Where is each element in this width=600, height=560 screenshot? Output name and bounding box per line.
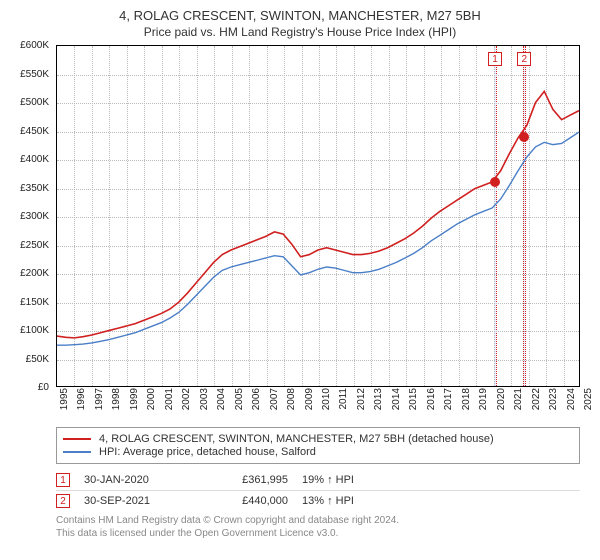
title-sub: Price paid vs. HM Land Registry's House … — [12, 25, 588, 39]
x-tick-label: 1996 — [76, 388, 87, 420]
x-tick-label: 2024 — [566, 388, 577, 420]
x-tick-label: 2022 — [531, 388, 542, 420]
x-tick-label: 2005 — [234, 388, 245, 420]
footnote: Contains HM Land Registry data © Crown c… — [56, 515, 580, 540]
y-tick-label: £250K — [5, 240, 49, 251]
y-tick-label: £50K — [5, 354, 49, 365]
legend-label: 4, ROLAG CRESCENT, SWINTON, MANCHESTER, … — [99, 433, 494, 445]
marker-label: 1 — [488, 52, 502, 66]
transaction-price: £440,000 — [208, 495, 288, 507]
y-tick-label: £600K — [5, 40, 49, 51]
y-tick-label: £100K — [5, 325, 49, 336]
footnote-line: This data is licensed under the Open Gov… — [56, 528, 580, 541]
x-tick-label: 2001 — [164, 388, 175, 420]
legend-item: 4, ROLAG CRESCENT, SWINTON, MANCHESTER, … — [63, 433, 573, 445]
x-tick-label: 2006 — [251, 388, 262, 420]
y-tick-label: £350K — [5, 183, 49, 194]
x-tick-label: 2018 — [461, 388, 472, 420]
x-tick-label: 2009 — [304, 388, 315, 420]
marker-label: 2 — [517, 52, 531, 66]
x-tick-label: 2008 — [286, 388, 297, 420]
marker-dot — [490, 177, 500, 187]
chart-lines-svg — [57, 46, 579, 386]
series-line-property — [57, 91, 579, 338]
y-tick-label: £0 — [5, 382, 49, 393]
x-tick-label: 1995 — [59, 388, 70, 420]
x-tick-label: 2013 — [373, 388, 384, 420]
transaction-date: 30-SEP-2021 — [84, 495, 194, 507]
x-tick-label: 2011 — [338, 388, 349, 420]
y-tick-label: £200K — [5, 268, 49, 279]
title-block: 4, ROLAG CRESCENT, SWINTON, MANCHESTER, … — [12, 8, 588, 39]
transaction-price: £361,995 — [208, 474, 288, 486]
legend-label: HPI: Average price, detached house, Salf… — [99, 446, 316, 458]
x-tick-label: 2010 — [321, 388, 332, 420]
y-tick-label: £150K — [5, 297, 49, 308]
x-tick-label: 2015 — [408, 388, 419, 420]
x-tick-label: 2002 — [181, 388, 192, 420]
legend-swatch — [63, 438, 91, 440]
legend-swatch — [63, 451, 91, 453]
transaction-badge: 2 — [56, 494, 70, 508]
x-tick-label: 2016 — [426, 388, 437, 420]
chart-plot-area: £0£50K£100K£150K£200K£250K£300K£350K£400… — [56, 45, 580, 387]
x-tick-label: 1998 — [111, 388, 122, 420]
y-tick-label: £300K — [5, 211, 49, 222]
footnote-line: Contains HM Land Registry data © Crown c… — [56, 515, 580, 528]
x-tick-label: 2000 — [146, 388, 157, 420]
series-line-hpi — [57, 132, 579, 345]
transaction-date: 30-JAN-2020 — [84, 474, 194, 486]
x-tick-label: 2007 — [269, 388, 280, 420]
x-tick-label: 2020 — [496, 388, 507, 420]
legend-box: 4, ROLAG CRESCENT, SWINTON, MANCHESTER, … — [56, 427, 580, 464]
legend-item: HPI: Average price, detached house, Salf… — [63, 446, 573, 458]
x-tick-label: 2025 — [583, 388, 594, 420]
x-tick-label: 2012 — [356, 388, 367, 420]
x-tick-label: 1999 — [129, 388, 140, 420]
y-axis-ticks: £0£50K£100K£150K£200K£250K£300K£350K£400… — [9, 40, 53, 394]
transaction-badge: 1 — [56, 473, 70, 487]
transaction-rows: 1 30-JAN-2020 £361,995 19% ↑ HPI 2 30-SEP-202… — [56, 470, 580, 511]
y-tick-label: £450K — [5, 126, 49, 137]
title-main: 4, ROLAG CRESCENT, SWINTON, MANCHESTER, … — [12, 8, 588, 23]
x-tick-label: 2003 — [199, 388, 210, 420]
x-axis-ticks: 1995 1996 1997 1998 1999 2000 2001 2002 2003 2004… — [57, 386, 579, 422]
transaction-pct: 19% ↑ HPI — [302, 474, 382, 486]
x-tick-label: 2023 — [548, 388, 559, 420]
x-tick-label: 2014 — [391, 388, 402, 420]
transaction-row: 2 30-SEP-2021 £440,000 13% ↑ HPI — [56, 491, 580, 511]
x-tick-label: 2017 — [443, 388, 454, 420]
x-tick-label: 2004 — [216, 388, 227, 420]
x-tick-label: 1997 — [94, 388, 105, 420]
marker-dot — [519, 132, 529, 142]
y-tick-label: £550K — [5, 69, 49, 80]
transaction-row: 1 30-JAN-2020 £361,995 19% ↑ HPI — [56, 470, 580, 491]
y-tick-label: £500K — [5, 97, 49, 108]
x-tick-label: 2021 — [513, 388, 524, 420]
y-tick-label: £400K — [5, 154, 49, 165]
x-tick-label: 2019 — [478, 388, 489, 420]
transaction-pct: 13% ↑ HPI — [302, 495, 382, 507]
chart-container: 4, ROLAG CRESCENT, SWINTON, MANCHESTER, … — [0, 0, 600, 544]
